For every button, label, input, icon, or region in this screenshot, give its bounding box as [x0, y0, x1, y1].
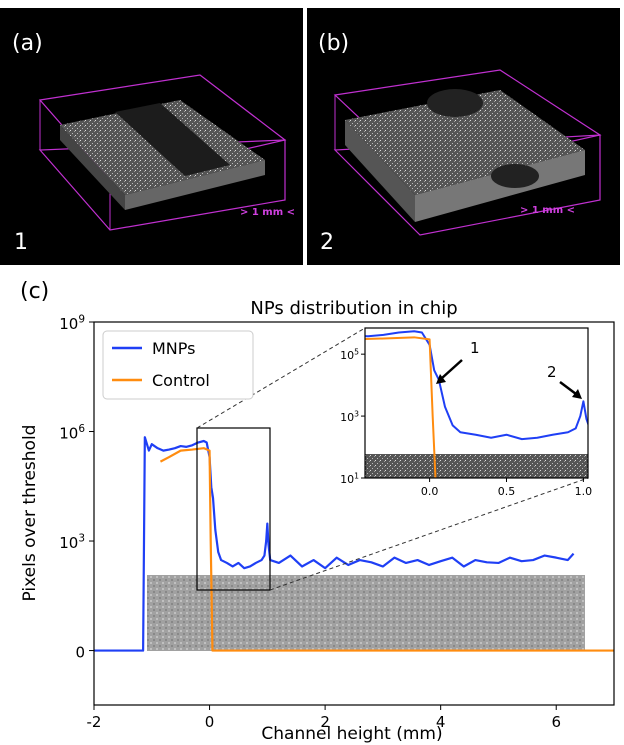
scale-label: > 1 mm < — [240, 207, 295, 218]
legend: MNPs Control — [103, 331, 253, 399]
y-tick-label: 109 — [59, 313, 85, 332]
x-tick-label: -2 — [87, 713, 102, 731]
y-tick-label: 0 — [75, 643, 85, 661]
panel-b: (b) 2 > 1 mm < — [307, 8, 620, 265]
channel-end — [427, 89, 483, 117]
y-tick-label: 103 — [59, 532, 85, 551]
annotation: 1 — [470, 339, 480, 357]
chart-title: NPs distribution in chip — [250, 298, 457, 319]
panel-number: 1 — [14, 230, 28, 255]
x-tick-label: 4 — [436, 713, 446, 731]
inset-image — [365, 454, 588, 478]
scale-label: > 1 mm < — [520, 205, 575, 216]
panel-number: 2 — [320, 230, 334, 255]
y-tick-label: 106 — [59, 423, 85, 442]
channel-end — [491, 164, 539, 188]
inset-y-tick-label: 105 — [340, 348, 359, 362]
panel-label: (c) — [20, 279, 49, 304]
annotation: 2 — [547, 363, 557, 381]
panel-a: (a) 1 > 1 mm < — [0, 8, 303, 265]
inset-x-tick-label: 1.0 — [575, 485, 593, 498]
y-axis-label: Pixels over threshold — [20, 425, 40, 602]
panel-label: (b) — [318, 31, 349, 56]
legend-label: MNPs — [152, 339, 195, 358]
panel-label: (a) — [12, 31, 43, 56]
figure: (a) 1 > 1 mm < (b) 2 > 1 mm < (c) NPs di… — [0, 0, 624, 745]
x-tick-label: 2 — [320, 713, 330, 731]
legend-label: Control — [152, 371, 210, 390]
inset-x-tick-label: 0.0 — [421, 485, 439, 498]
inset-y-tick-label: 103 — [340, 410, 359, 424]
x-axis-label: Channel height (mm) — [261, 724, 442, 744]
x-tick-label: 0 — [205, 713, 215, 731]
x-tick-label: 6 — [551, 713, 561, 731]
inset-x-tick-label: 0.5 — [498, 485, 516, 498]
inset-y-tick-label: 101 — [340, 472, 359, 486]
